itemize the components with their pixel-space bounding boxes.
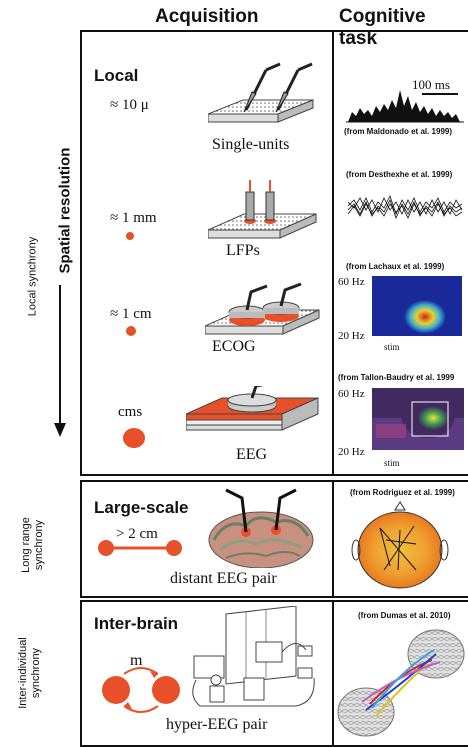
single-unit-histogram <box>346 90 464 123</box>
inter-individual-synchrony-label: Inter-individual synchrony <box>17 623 43 723</box>
ecog-size-dot <box>126 326 136 336</box>
method-distant-eeg-pair: distant EEG pair <box>170 570 277 587</box>
spatial-resolution-arrow <box>54 285 66 437</box>
method-single-units: Single-units <box>212 136 290 153</box>
citation-dumas: (from Dumas et al. 2010) <box>358 611 451 620</box>
distant-pair-symbol <box>98 540 182 556</box>
eeg-stim-label: stim <box>384 458 400 468</box>
scale-lfps: ≈ 1 mm <box>110 210 157 226</box>
local-panel <box>80 30 468 476</box>
citation-desthexhe: (from Desthexhe et al. 1999) <box>346 170 453 179</box>
lfp-traces <box>348 194 462 220</box>
ecog-time-frequency-map <box>372 276 462 336</box>
ecog-electrodes-illustration <box>205 282 320 335</box>
eeg-freq-high: 60 Hz <box>338 388 365 400</box>
eeg-freq-low: 20 Hz <box>338 446 365 458</box>
local-synchrony-label: Local synchrony <box>26 236 39 317</box>
eeg-electrode-illustration <box>186 386 319 431</box>
scale-single-units: ≈ 10 μ <box>110 97 149 113</box>
method-eeg: EEG <box>236 446 268 463</box>
single-unit-electrodes-illustration <box>208 62 314 123</box>
local-title: Local <box>94 66 139 85</box>
long-range-synchrony-label: Long range synchrony <box>20 510 46 580</box>
lfp-size-dot <box>126 232 134 240</box>
eeg-size-dot <box>123 428 145 448</box>
brain-electrodes-illustration <box>208 488 314 568</box>
citation-tallon-baudry: (from Tallon-Baudry et al. 1999 <box>338 373 455 382</box>
scale-ecog: ≈ 1 cm <box>110 306 152 322</box>
long-range-line1: Long range <box>20 517 32 573</box>
long-range-line2: synchrony <box>33 519 45 571</box>
method-hyper-eeg-pair: hyper-EEG pair <box>166 716 268 733</box>
citation-lachaux: (from Lachaux et al. 1999) <box>346 262 445 271</box>
ecog-freq-low: 20 Hz <box>338 330 365 342</box>
inter-brain-symbol: m <box>130 652 143 669</box>
cognitive-task-header: Cognitive task <box>339 6 426 49</box>
large-scale-panel <box>80 480 468 598</box>
inter-individual-line2: synchrony <box>30 647 42 699</box>
local-divider <box>332 30 334 476</box>
ecog-freq-high: 60 Hz <box>338 276 365 288</box>
citation-rodriguez: (from Rodriguez et al. 1999) <box>350 488 455 497</box>
inter-brain-connectivity-illustration <box>337 629 465 737</box>
spatial-resolution-label: Spatial resolution <box>56 147 74 274</box>
head-synchrony-map <box>351 501 449 589</box>
ecog-stim-label: stim <box>384 342 400 352</box>
inter-brain-panel <box>80 600 468 747</box>
large-scale-distance: > 2 cm <box>116 526 158 542</box>
inter-brain-divider <box>332 600 334 747</box>
scale-eeg: cms <box>118 404 143 420</box>
method-ecog: ECOG <box>212 338 256 355</box>
large-scale-title: Large-scale <box>94 498 189 517</box>
lfp-electrodes-illustration <box>208 180 317 239</box>
large-scale-divider <box>332 480 334 598</box>
inter-individual-line1: Inter-individual <box>17 637 29 709</box>
scalebar-label: 100 ms <box>412 77 450 92</box>
eeg-time-frequency-map <box>372 388 464 450</box>
hyperscanning-setup-illustration <box>192 606 315 707</box>
mutual-coupling-symbol <box>102 667 180 713</box>
citation-maldonado: (from Maldonado et al. 1999) <box>344 127 453 136</box>
acquisition-header: Acquisition <box>155 6 259 27</box>
method-lfps: LFPs <box>226 242 260 259</box>
inter-brain-title: Inter-brain <box>94 614 179 633</box>
